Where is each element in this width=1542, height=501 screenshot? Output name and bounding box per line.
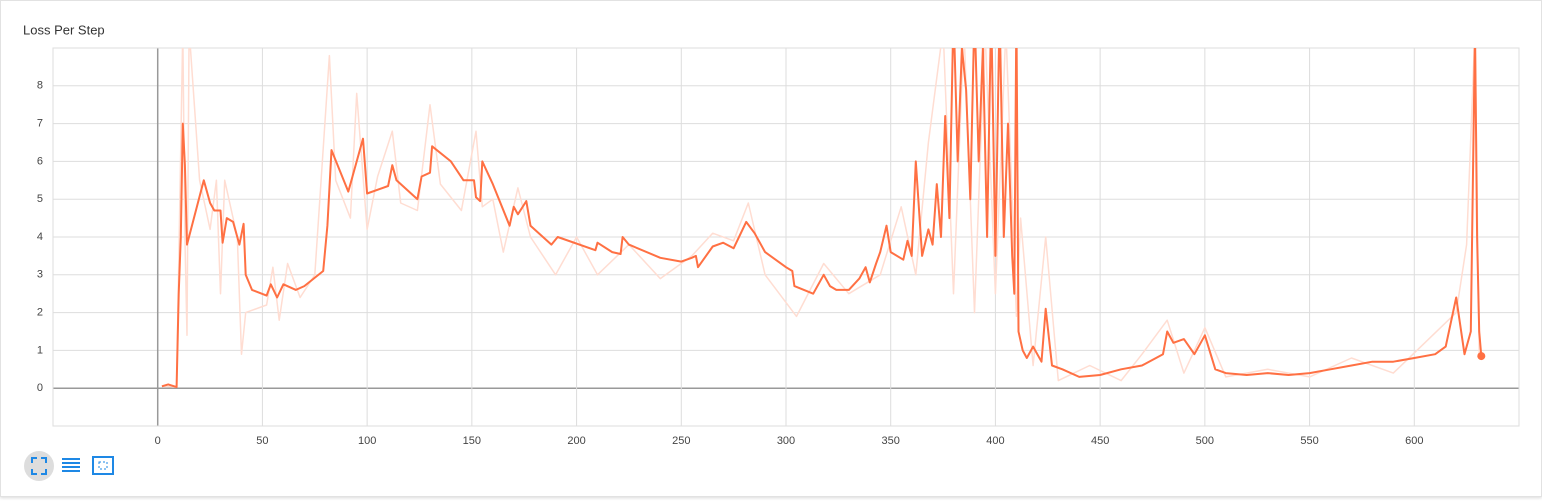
series-line xyxy=(161,48,1482,388)
last-point xyxy=(1477,352,1486,361)
y-tick-label: 6 xyxy=(37,155,43,167)
select-icon[interactable] xyxy=(92,456,114,475)
grid: 0 1 2 3 4 5 6 7 8 0 50 100 150 200 250 300 350 400 450 500 5… xyxy=(37,48,1519,447)
toolbar xyxy=(24,451,114,481)
x-tick-label: 550 xyxy=(1300,435,1318,447)
x-tick-label: 300 xyxy=(777,435,795,447)
y-tick-label: 2 xyxy=(37,307,43,319)
y-tick-label: 8 xyxy=(37,80,43,92)
y-tick-label: 1 xyxy=(37,344,43,356)
x-tick-label: 0 xyxy=(155,435,161,447)
y-tick-label: 7 xyxy=(37,118,43,130)
x-tick-label: 350 xyxy=(882,435,900,447)
y-tick-label: 5 xyxy=(37,193,43,205)
chart-title: Loss Per Step xyxy=(23,22,105,37)
fit-icon[interactable] xyxy=(31,457,47,475)
lines xyxy=(161,48,1486,389)
x-tick-label: 200 xyxy=(567,435,585,447)
select-icon-inner[interactable] xyxy=(98,461,108,470)
fit-button-bg[interactable] xyxy=(24,451,54,481)
x-tick-label: 450 xyxy=(1091,435,1109,447)
x-tick-label: 150 xyxy=(463,435,481,447)
x-tick-label: 500 xyxy=(1196,435,1214,447)
y-tick-label: 3 xyxy=(37,269,43,281)
x-tick-label: 400 xyxy=(986,435,1004,447)
series-line xyxy=(161,48,1483,389)
y-tick-label: 0 xyxy=(37,382,43,394)
x-tick-label: 250 xyxy=(672,435,690,447)
x-tick-label: 100 xyxy=(358,435,376,447)
x-tick-label: 50 xyxy=(256,435,268,447)
log-icon[interactable] xyxy=(62,458,80,472)
x-tick-label: 600 xyxy=(1405,435,1423,447)
y-tick-label: 4 xyxy=(37,231,43,243)
plot-frame xyxy=(52,47,1520,427)
